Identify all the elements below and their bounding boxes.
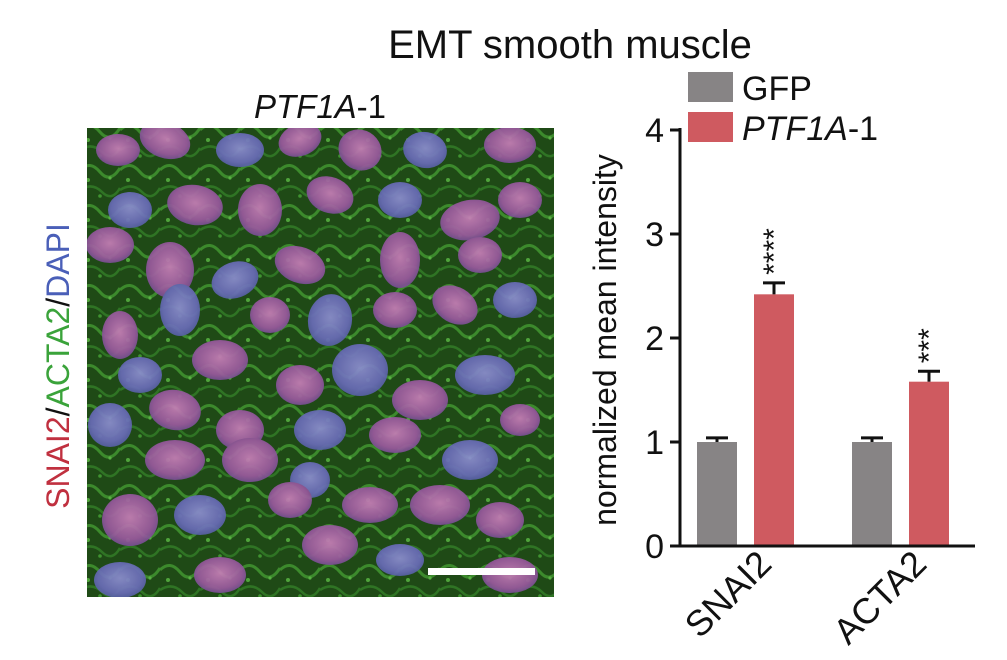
nucleus bbox=[493, 282, 537, 318]
nucleus bbox=[442, 440, 498, 480]
nucleus bbox=[373, 292, 417, 328]
nucleus bbox=[307, 294, 353, 346]
legend-swatch-ptf1a bbox=[688, 112, 733, 142]
nucleus bbox=[440, 199, 500, 241]
bars: ******* bbox=[697, 228, 949, 546]
micrograph-nuclei bbox=[87, 128, 542, 597]
nucleus bbox=[455, 355, 515, 395]
nucleus bbox=[174, 495, 226, 535]
nucleus bbox=[278, 128, 322, 157]
nucleus bbox=[139, 128, 191, 160]
nucleus bbox=[410, 485, 470, 525]
bar-snai2-gfp bbox=[697, 442, 737, 546]
bar-acta2-gfp bbox=[852, 442, 892, 546]
legend-swatch-gfp bbox=[688, 72, 733, 102]
legend-label-ptf1a: PTF1A-1 bbox=[742, 110, 878, 148]
bar-acta2-ptf1a bbox=[909, 381, 949, 546]
nucleus bbox=[268, 482, 312, 518]
nucleus bbox=[432, 285, 478, 325]
y-tick-label: 1 bbox=[645, 424, 664, 462]
significance-label: *** bbox=[913, 328, 946, 363]
nucleus bbox=[498, 182, 542, 218]
nucleus bbox=[167, 184, 223, 226]
stain-sep-1: / bbox=[40, 407, 76, 416]
x-tick-label-snai2: SNAI2 bbox=[677, 543, 780, 646]
nucleus bbox=[94, 562, 146, 597]
nucleus bbox=[160, 284, 200, 336]
nucleus bbox=[102, 494, 158, 546]
nucleus bbox=[342, 487, 398, 523]
nucleus bbox=[332, 344, 388, 396]
y-tick-label: 0 bbox=[645, 528, 664, 566]
nucleus bbox=[369, 417, 421, 453]
nucleus bbox=[146, 242, 194, 298]
y-axis-label: normalized mean intensity bbox=[587, 154, 623, 526]
nucleus bbox=[392, 380, 448, 420]
nucleus bbox=[294, 410, 346, 450]
stain-snai2: SNAI2 bbox=[40, 416, 76, 508]
nucleus bbox=[403, 131, 447, 169]
figure-title: EMT smooth muscle bbox=[388, 23, 752, 67]
nucleus bbox=[302, 525, 358, 565]
error-bar bbox=[918, 369, 940, 382]
nucleus bbox=[276, 365, 324, 405]
error-bar bbox=[861, 436, 883, 442]
panel-title-italic: PTF1A bbox=[254, 88, 357, 125]
nucleus bbox=[274, 245, 326, 285]
error-bar bbox=[706, 436, 728, 442]
nucleus bbox=[500, 404, 540, 436]
nucleus bbox=[102, 311, 138, 359]
nucleus bbox=[378, 182, 422, 218]
nucleus bbox=[108, 192, 152, 228]
nucleus bbox=[216, 133, 264, 167]
nucleus bbox=[250, 297, 290, 333]
significance-label: **** bbox=[758, 228, 791, 275]
x-axis: SNAI2 ACTA2 bbox=[677, 543, 975, 652]
nucleus bbox=[306, 176, 354, 214]
y-tick-label: 4 bbox=[645, 112, 664, 150]
nucleus bbox=[149, 389, 201, 431]
nucleus bbox=[458, 237, 502, 273]
bar-snai2-ptf1a bbox=[754, 294, 794, 546]
nucleus bbox=[484, 128, 536, 163]
panel-title: PTF1A-1 bbox=[254, 88, 386, 125]
nucleus bbox=[380, 232, 420, 288]
nucleus bbox=[238, 184, 282, 236]
y-tick-label: 3 bbox=[645, 216, 664, 254]
nucleus bbox=[88, 403, 132, 447]
stain-label: SNAI2/ACTA2/DAPI bbox=[40, 223, 76, 509]
nucleus bbox=[476, 502, 524, 538]
error-bar bbox=[763, 281, 785, 295]
legend-label-gfp: GFP bbox=[742, 70, 812, 108]
nucleus bbox=[145, 440, 205, 480]
nucleus bbox=[96, 134, 140, 166]
micrograph bbox=[87, 128, 554, 597]
nucleus bbox=[194, 557, 246, 593]
stain-acta2: ACTA2 bbox=[40, 307, 76, 408]
nucleus bbox=[376, 544, 424, 576]
nucleus bbox=[192, 340, 248, 380]
nucleus bbox=[338, 129, 382, 171]
stain-sep-2: / bbox=[40, 298, 76, 307]
y-tick-label: 2 bbox=[645, 320, 664, 358]
panel-title-suffix: -1 bbox=[357, 88, 386, 125]
scale-bar bbox=[428, 568, 535, 575]
y-axis: 0 1 2 3 4 bbox=[645, 112, 682, 566]
nucleus bbox=[222, 438, 278, 482]
nucleus bbox=[211, 261, 259, 299]
nucleus bbox=[118, 357, 162, 393]
nucleus bbox=[87, 227, 134, 263]
x-tick-label-acta2: ACTA2 bbox=[825, 543, 934, 652]
stain-dapi: DAPI bbox=[40, 223, 76, 298]
